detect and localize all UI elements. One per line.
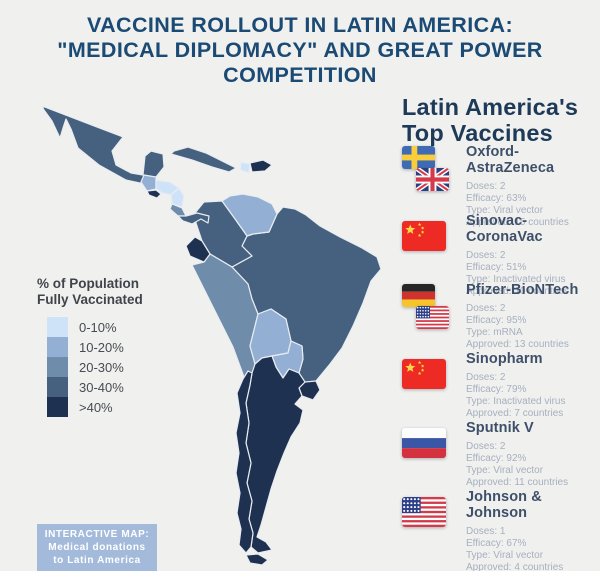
legend-label: >40% <box>79 399 113 415</box>
flag-china-icon <box>402 359 446 389</box>
vaccine-details: Doses: 2 Efficacy: 79% Type: Inactivated v… <box>466 372 566 419</box>
vaccine-text: Sputnik V Doses: 2 Efficacy: 92% Type: Vira… <box>466 419 598 489</box>
flag-germany-icon <box>402 284 435 307</box>
vaccine-name: Oxford-AstraZeneca <box>466 144 555 176</box>
vaccine-item: Johnson & Johnson Doses: 1 Efficacy: 67% Ty… <box>402 488 598 571</box>
map-country-ecuador[interactable] <box>185 236 211 263</box>
vaccine-flags <box>402 212 464 276</box>
vaccine-item: Pfizer-BioNTech Doses: 2 Efficacy: 95% Type… <box>402 281 598 350</box>
vaccine-details: Doses: 2 Efficacy: 63% Type: Viral vector A… <box>466 181 569 228</box>
flag-usa-icon <box>402 497 446 527</box>
map-country-haiti[interactable] <box>239 161 251 174</box>
map-country-nicaragua[interactable] <box>170 187 185 208</box>
legend-swatch <box>47 337 68 358</box>
legend-label: 0-10% <box>79 319 117 335</box>
vaccine-details: Doses: 2 Efficacy: 51% Type: Inactivated v… <box>466 250 569 297</box>
vaccine-name: Pfizer-BioNTech <box>466 282 579 298</box>
vaccine-text: Pfizer-BioNTech Doses: 2 Efficacy: 95% Type… <box>466 281 598 351</box>
flag-usa-icon <box>416 306 449 329</box>
legend-rows: 0-10% 10-20% 20-30% 30-40% >40% <box>47 317 143 418</box>
vaccine-item: Sinovac-CoronaVac Doses: 2 Efficacy: 51% Ty… <box>402 212 598 297</box>
flag-uk-icon <box>416 168 449 191</box>
legend-label: 20-30% <box>79 359 124 375</box>
vaccine-item: Oxford-AstraZeneca Doses: 2 Efficacy: 63% T… <box>402 143 598 228</box>
legend-row: >40% <box>47 397 143 418</box>
vaccine-flags <box>402 281 464 345</box>
legend-label: 30-40% <box>79 379 124 395</box>
flag-russia-icon <box>402 428 446 458</box>
legend-row: 30-40% <box>47 377 143 398</box>
flag-china-icon <box>402 221 446 251</box>
map-country-dominican-republic[interactable] <box>249 159 273 173</box>
vaccine-details: Doses: 1 Efficacy: 67% Type: Viral vector A… <box>466 526 564 571</box>
flag-sweden-icon <box>402 146 435 169</box>
vaccine-item: Sinopharm Doses: 2 Efficacy: 79% Type: Inac… <box>402 350 598 419</box>
vaccine-name: Sinopharm <box>466 351 543 367</box>
map-country-costa-rica[interactable] <box>169 203 187 217</box>
vaccine-item: Sputnik V Doses: 2 Efficacy: 92% Type: Vira… <box>402 419 598 488</box>
map-country-mexico[interactable] <box>41 105 165 186</box>
vaccine-flags <box>402 419 464 483</box>
map-country-argentina[interactable] <box>245 355 306 554</box>
map-country-guatemala[interactable] <box>140 174 157 192</box>
legend-row: 10-20% <box>47 337 143 358</box>
map-country-chile[interactable] <box>235 370 254 554</box>
legend-swatch <box>47 377 68 398</box>
vaccine-name: Sinovac-CoronaVac <box>466 213 543 245</box>
vaccine-list: Oxford-AstraZeneca Doses: 2 Efficacy: 63% T… <box>402 143 598 571</box>
page-title: VACCINE ROLLOUT IN LATIN AMERICA: "MEDIC… <box>57 13 543 87</box>
vaccine-details: Doses: 2 Efficacy: 92% Type: Viral vector A… <box>466 441 569 488</box>
vaccine-text: Sinovac-CoronaVac Doses: 2 Efficacy: 51% Ty… <box>466 212 598 298</box>
vaccine-name: Johnson & Johnson <box>466 489 542 521</box>
vaccine-flags <box>402 488 464 552</box>
legend-row: 20-30% <box>47 357 143 378</box>
map-country-panama[interactable] <box>177 212 210 225</box>
top-vaccines-heading: Latin America's Top Vaccines <box>402 94 579 146</box>
vaccine-name: Sputnik V <box>466 420 534 436</box>
legend-swatch <box>47 397 68 418</box>
vaccine-text: Sinopharm Doses: 2 Efficacy: 79% Type: Inac… <box>466 350 598 420</box>
legend-swatch <box>47 357 68 378</box>
vaccine-details: Doses: 2 Efficacy: 95% Type: mRNA Approved:… <box>466 303 569 350</box>
map-country-tierra-del-fuego[interactable] <box>245 553 269 566</box>
latin-america-map <box>41 105 382 566</box>
map-country-cuba[interactable] <box>170 146 237 173</box>
legend-swatch <box>47 317 68 338</box>
map-legend: % of Population Fully Vaccinated 0-10% 10… <box>37 276 143 418</box>
map-country-el-salvador[interactable] <box>146 189 162 199</box>
vaccine-text: Johnson & Johnson Doses: 1 Efficacy: 67% Ty… <box>466 488 598 571</box>
vaccine-flags <box>402 350 464 414</box>
legend-label: 10-20% <box>79 339 124 355</box>
legend-row: 0-10% <box>47 317 143 338</box>
interactive-map-badge[interactable]: INTERACTIVE MAP: Medical donations to La… <box>37 524 157 571</box>
top-vaccines-panel: Latin America's Top Vaccines Oxford-Astr… <box>402 94 598 571</box>
vaccine-flags <box>402 143 464 207</box>
vaccine-text: Oxford-AstraZeneca Doses: 2 Efficacy: 63% T… <box>466 143 598 229</box>
legend-title: % of Population Fully Vaccinated <box>37 276 143 308</box>
